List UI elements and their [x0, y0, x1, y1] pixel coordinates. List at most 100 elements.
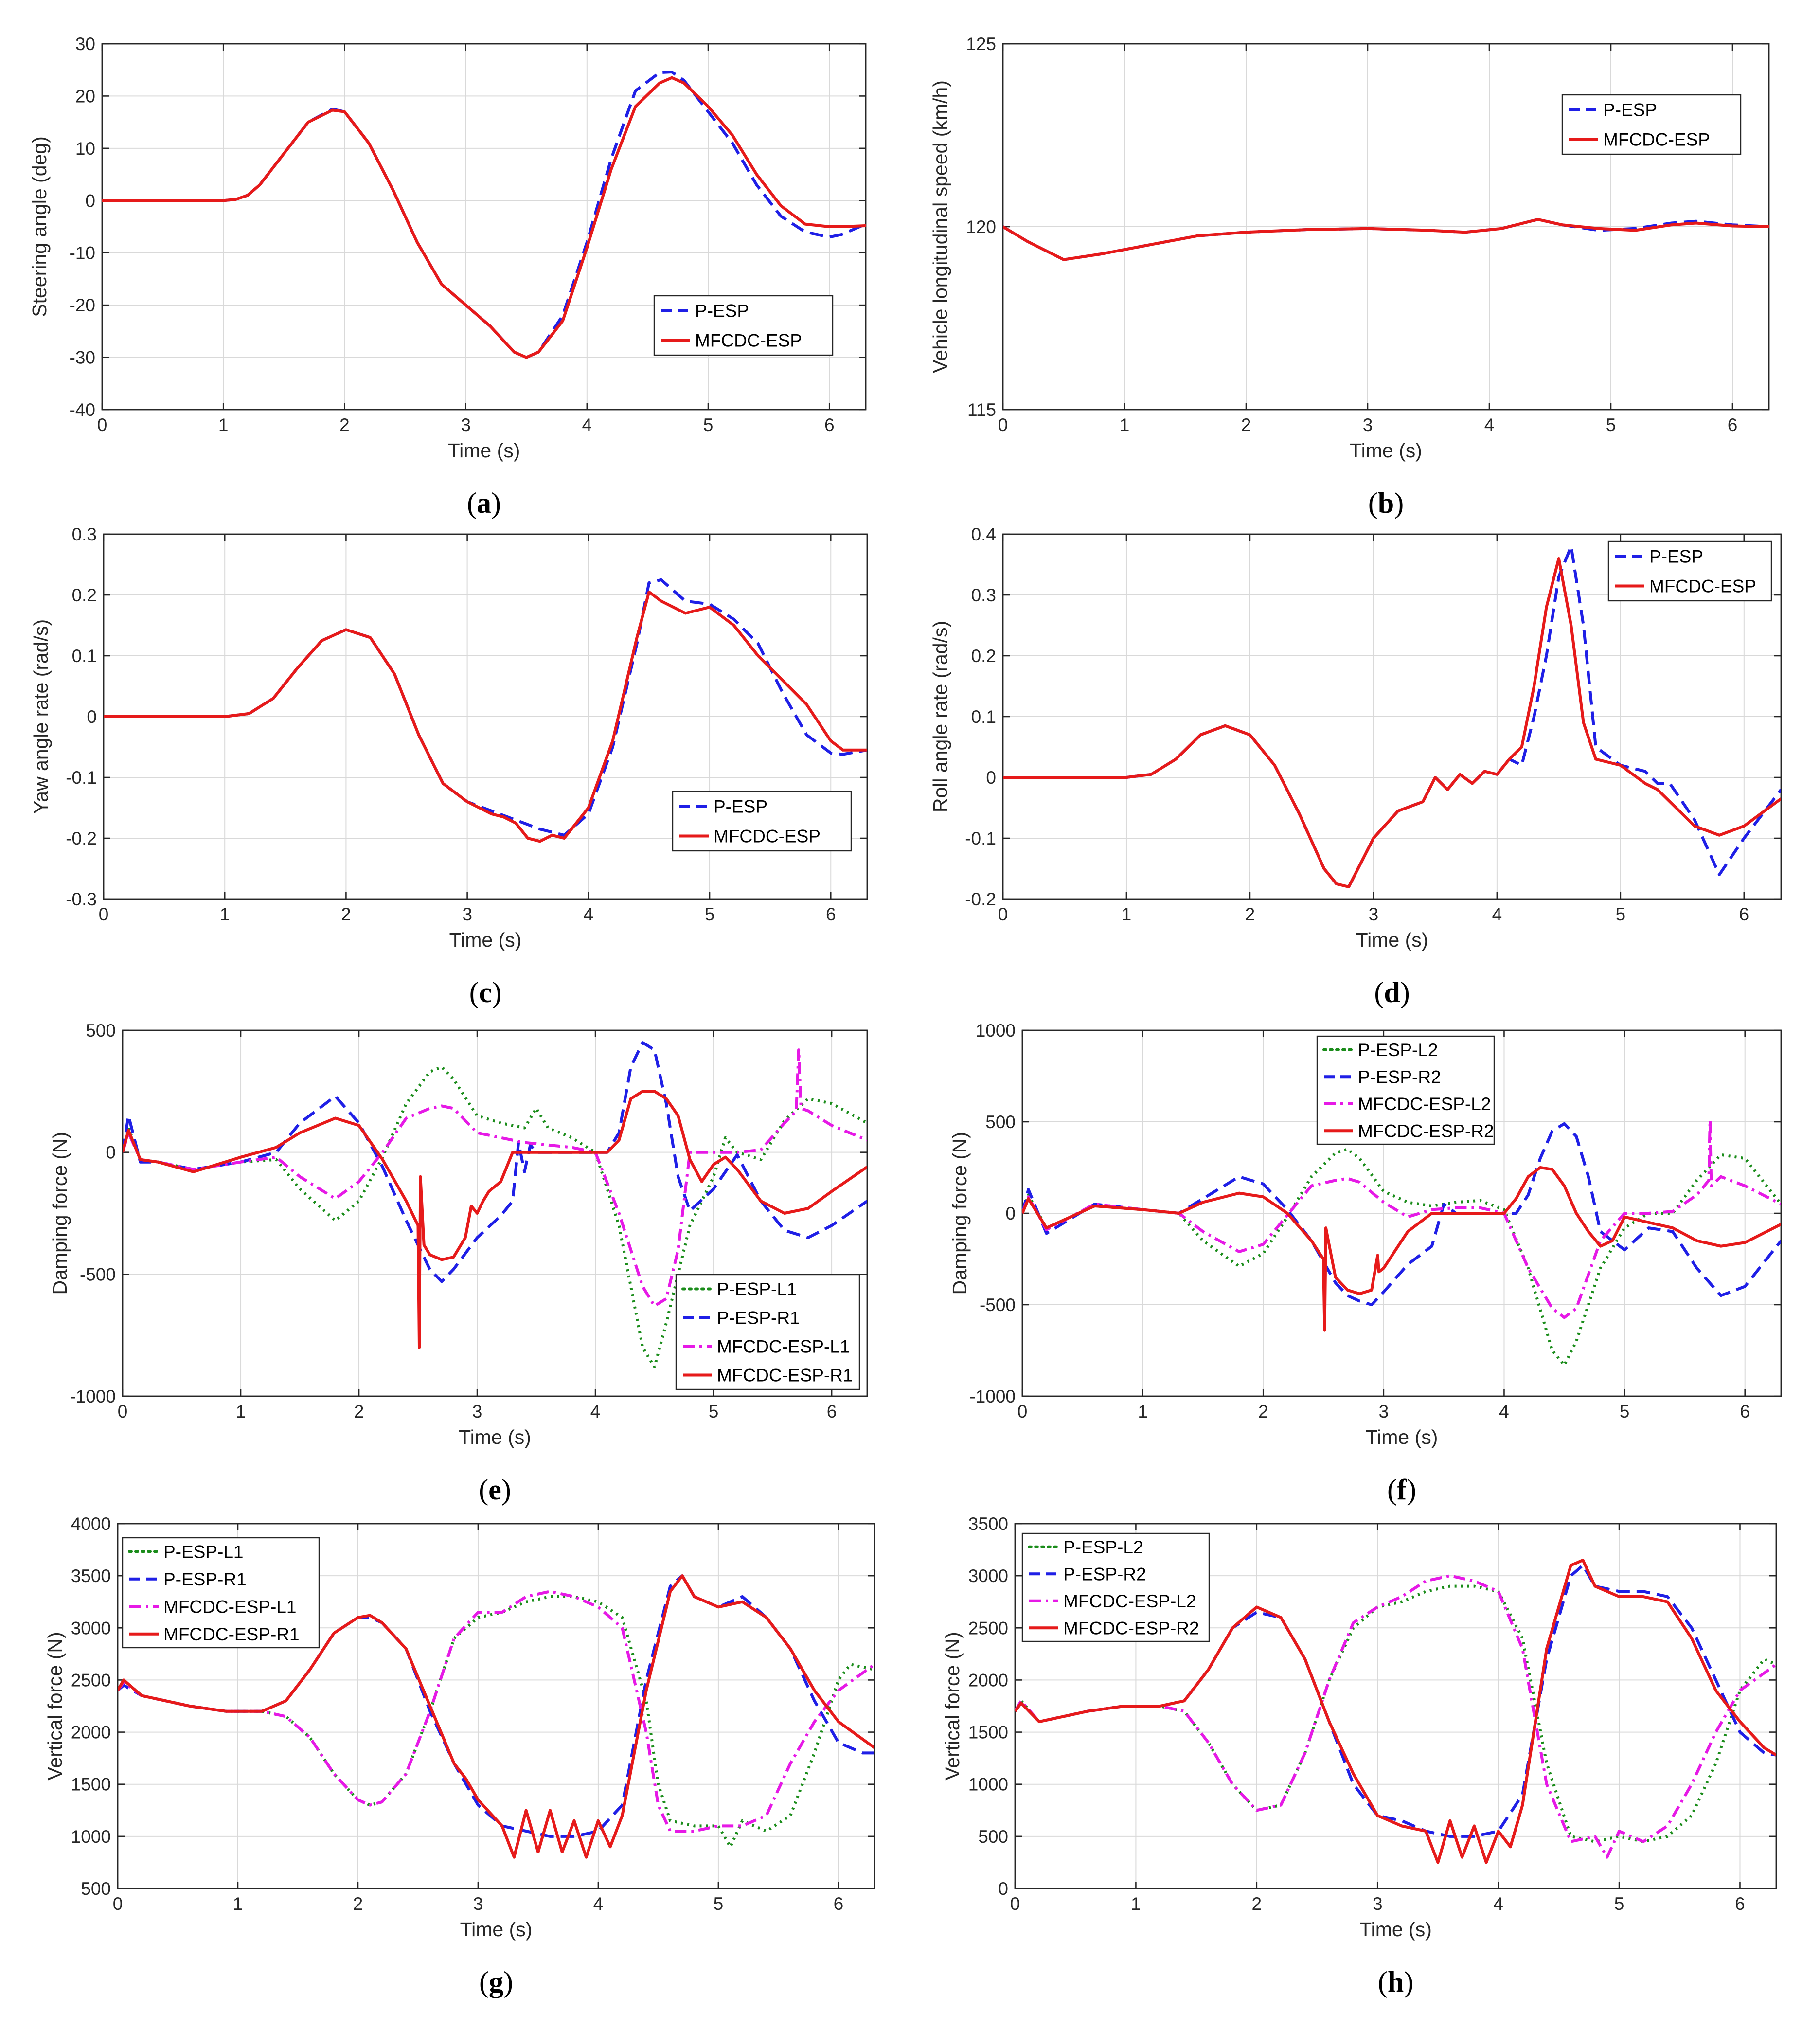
- x-axis-label: Time (s): [1356, 929, 1428, 951]
- y-tick-label: -0.2: [965, 889, 996, 909]
- y-tick-label: 10: [75, 139, 95, 159]
- x-axis-label: Time (s): [1359, 1918, 1432, 1941]
- x-tick-label: 1: [233, 1894, 243, 1914]
- x-tick-label: 2: [341, 904, 351, 924]
- legend: P-ESP-L1 P-ESP-R1 MFCDC-ESP-L1 MFCDC-ESP-R1: [675, 1274, 860, 1390]
- panel-caption: (d): [1374, 976, 1410, 1008]
- y-tick-label: 115: [967, 400, 996, 420]
- y-axis-label: Yaw angle rate (rad/s): [30, 619, 52, 814]
- panel-caption: (h): [1378, 1966, 1413, 1998]
- y-tick-label: 500: [86, 1021, 116, 1041]
- legend-label: P-ESP-L2: [1358, 1040, 1438, 1060]
- x-tick-label: 1: [1120, 415, 1130, 435]
- y-tick-label: 500: [985, 1112, 1016, 1132]
- series-line-p-esp: [1003, 545, 1781, 888]
- y-axis-label: Damping force (N): [948, 1132, 971, 1295]
- y-tick-label: 2000: [71, 1723, 111, 1743]
- y-tick-label: 1500: [71, 1775, 111, 1795]
- x-tick-label: 2: [1245, 904, 1255, 924]
- x-tick-label: 2: [354, 1402, 364, 1421]
- series-line-mfcdc-esp-r2: [1015, 1559, 1776, 1864]
- legend-box: [1561, 94, 1742, 155]
- x-tick-label: 5: [714, 1894, 724, 1914]
- x-tick-label: 0: [99, 904, 109, 924]
- x-tick-label: 3: [1373, 1894, 1383, 1914]
- chart-panel-h: 0 1 2 3 4 5 6 0 500 1000 1500 2000 2500 3000 3500 Time …: [941, 1514, 1777, 1998]
- y-tick-label: 500: [978, 1827, 1008, 1847]
- y-axis-label: Vehicle longitudinal speed (km/h): [929, 80, 951, 373]
- panel-letter: d: [1384, 976, 1400, 1008]
- y-axis-label: Roll angle rate (rad/s): [929, 621, 951, 812]
- y-tick-label: -30: [70, 348, 95, 368]
- x-tick-label: 1: [1122, 904, 1132, 924]
- chart-panel-f: 0 1 2 3 4 5 6 -1000 -500 0 500 1000 Time (s) Damping …: [948, 1021, 1782, 1506]
- panel-caption: (c): [469, 976, 502, 1008]
- x-tick-label: 4: [1493, 1894, 1503, 1914]
- legend-label: MFCDC-ESP-L2: [1358, 1094, 1491, 1114]
- x-tick-label: 5: [703, 415, 714, 435]
- x-tick-label: 4: [1484, 415, 1495, 435]
- x-tick-label: 3: [472, 1402, 482, 1421]
- x-tick-label: 5: [1620, 1402, 1630, 1421]
- x-tick-label: 6: [1740, 1402, 1750, 1421]
- y-tick-label: 3500: [71, 1566, 111, 1586]
- legend-label: MFCDC-ESP: [1649, 576, 1756, 596]
- y-tick-label: 0.3: [971, 585, 996, 605]
- x-tick-label: 3: [1363, 415, 1373, 435]
- legend-box: [122, 1537, 320, 1649]
- legend-label: MFCDC-ESP: [695, 331, 802, 351]
- y-tick-label: -500: [980, 1295, 1016, 1315]
- legend-label: MFCDC-ESP-R1: [163, 1624, 300, 1644]
- x-tick-label: 3: [462, 904, 472, 924]
- series-line-mfcdc-esp-r1: [123, 1090, 867, 1349]
- chart-panel-e: 0 1 2 3 4 5 6 -1000 -500 0 500 Time (s) Damping forc…: [49, 1021, 868, 1506]
- y-tick-label: 500: [81, 1879, 111, 1899]
- legend-label: P-ESP-R2: [1358, 1067, 1441, 1087]
- series-line-mfcdc-esp-r2: [1022, 1166, 1781, 1332]
- legend-label: P-ESP-R2: [1063, 1564, 1146, 1584]
- y-tick-label: 0: [106, 1143, 116, 1163]
- y-tick-label: 0.4: [971, 524, 996, 544]
- y-tick-label: -1000: [969, 1386, 1016, 1406]
- y-tick-label: 0: [87, 707, 97, 727]
- x-tick-label: 0: [998, 415, 1008, 435]
- panel-letter: e: [488, 1474, 501, 1506]
- y-axis-label: Vertical force (N): [44, 1632, 66, 1780]
- y-tick-label: -0.3: [66, 889, 97, 909]
- panel-letter: g: [489, 1966, 503, 1998]
- y-axis-label: Steering angle (deg): [28, 136, 51, 317]
- x-tick-label: 4: [590, 1402, 601, 1421]
- series-line-p-esp-l1: [118, 1595, 874, 1849]
- y-tick-label: -20: [70, 295, 95, 315]
- x-axis-label: Time (s): [1350, 439, 1422, 462]
- panel-letter: a: [477, 487, 491, 519]
- y-tick-label: 1000: [71, 1827, 111, 1847]
- x-tick-label: 4: [584, 904, 594, 924]
- x-tick-label: 3: [473, 1894, 483, 1914]
- y-tick-label: 3000: [968, 1566, 1008, 1586]
- y-tick-label: 1500: [968, 1723, 1008, 1743]
- legend-label: MFCDC-ESP-L2: [1063, 1591, 1196, 1611]
- legend: P-ESP-L2 P-ESP-R2 MFCDC-ESP-L2 MFCDC-ESP-R2: [1316, 1035, 1495, 1145]
- y-axis-label: Vertical force (N): [941, 1632, 964, 1780]
- series-line-mfcdc-esp: [1003, 557, 1781, 888]
- y-tick-label: 2500: [71, 1670, 111, 1690]
- legend-label: MFCDC-ESP-L1: [163, 1597, 296, 1617]
- series-line-mfcdc-esp-l2: [1022, 1118, 1781, 1319]
- panel-caption: (e): [479, 1474, 511, 1506]
- y-tick-label: 120: [966, 217, 996, 237]
- legend-label: MFCDC-ESP: [714, 827, 821, 846]
- x-tick-label: 4: [1492, 904, 1502, 924]
- chart-panel-d: 0 1 2 3 4 5 6 -0.2 -0.1 0 0.1 0.2 0.3 0.4 Time (s) Roll…: [929, 524, 1782, 1008]
- x-tick-label: 4: [582, 415, 592, 435]
- x-tick-label: 6: [1739, 904, 1749, 924]
- legend-label: P-ESP: [714, 797, 767, 817]
- x-tick-label: 5: [1614, 1894, 1624, 1914]
- y-tick-label: -1000: [70, 1386, 116, 1406]
- x-tick-label: 5: [1606, 415, 1616, 435]
- series-line-p-esp-r1: [123, 1041, 867, 1283]
- legend-label: P-ESP: [695, 301, 749, 321]
- legend-label: MFCDC-ESP-L1: [717, 1337, 850, 1357]
- y-axis-label: Damping force (N): [49, 1132, 71, 1295]
